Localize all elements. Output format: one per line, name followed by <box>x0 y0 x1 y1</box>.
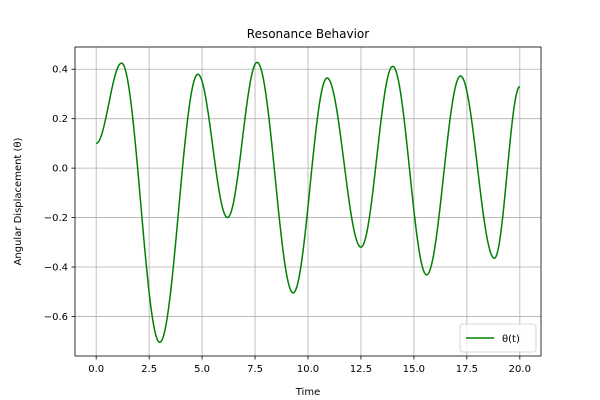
y-tick-label: −0.4 <box>44 263 68 274</box>
x-axis-label: Time <box>295 387 320 398</box>
series-layer <box>95 61 521 344</box>
y-tick-label: −0.6 <box>44 312 68 323</box>
series-line <box>95 61 521 344</box>
x-tick-label: 20.0 <box>509 364 531 375</box>
y-tick-label: −0.2 <box>44 213 68 224</box>
x-tick-label: 2.5 <box>141 364 157 375</box>
y-tick-label: 0.0 <box>52 164 68 175</box>
legend-label: θ(t) <box>502 334 520 345</box>
legend: θ(t) <box>459 323 537 353</box>
y-tick-label: 0.2 <box>52 114 68 125</box>
x-tick-label: 5.0 <box>194 364 210 375</box>
legend-box <box>459 323 537 353</box>
y-tick-label: 0.4 <box>52 65 68 76</box>
y-axis: −0.6 −0.4 −0.2 0.0 0.2 0.4 <box>44 65 75 323</box>
y-axis-label: Angular Displacement (θ) <box>13 137 24 265</box>
chart-title: Resonance Behavior <box>247 27 369 41</box>
x-tick-label: 17.5 <box>456 364 478 375</box>
x-tick-label: 7.5 <box>247 364 263 375</box>
x-tick-label: 10.0 <box>297 364 319 375</box>
x-tick-label: 12.5 <box>350 364 372 375</box>
x-axis: 0.0 2.5 5.0 7.5 10.0 12.5 15.0 17.5 20.0 <box>88 356 531 375</box>
x-tick-label: 15.0 <box>403 364 425 375</box>
x-tick-label: 0.0 <box>88 364 104 375</box>
